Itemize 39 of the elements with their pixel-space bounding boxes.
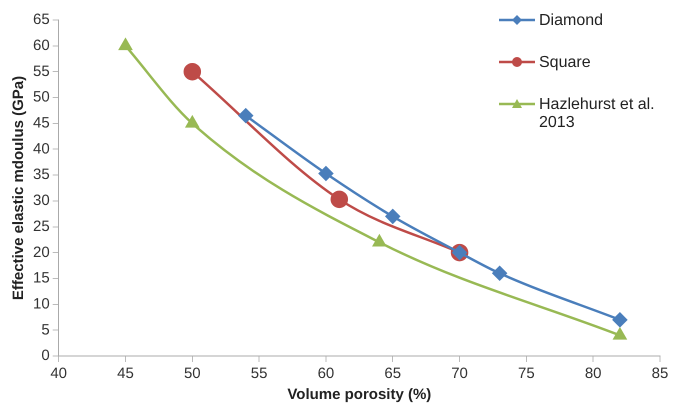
x-tick-label: 45 [117, 365, 134, 382]
point [318, 166, 334, 181]
point [613, 328, 626, 340]
y-tick-label: 65 [32, 11, 50, 28]
y-tick-label: 30 [32, 192, 50, 210]
y-tick-label: 10 [32, 295, 50, 312]
point [238, 108, 254, 123]
y-tick-label: 5 [41, 321, 50, 338]
y-tick-label: 25 [32, 218, 50, 235]
legend-label: Square [539, 54, 591, 72]
y-tick-label: 55 [32, 62, 50, 80]
y-axis-title: Effective elastic mdoulus (GPa) [10, 76, 28, 300]
point [330, 190, 348, 208]
point [184, 62, 202, 80]
point [612, 312, 628, 328]
y-tick-label: 40 [32, 140, 50, 158]
point [372, 235, 386, 247]
x-tick-label: 55 [250, 365, 268, 382]
point [492, 266, 507, 281]
y-tick-label: 60 [32, 36, 50, 54]
legend-label: Hazlehurst et al. 2013 [539, 96, 656, 132]
x-tick-label: 60 [318, 365, 334, 382]
x-tick-label: 80 [584, 365, 602, 382]
y-tick-label: 0 [41, 347, 50, 364]
x-tick-label: 65 [384, 365, 402, 382]
point [119, 38, 132, 50]
point [386, 209, 400, 224]
y-tick-label: 35 [32, 166, 50, 184]
y-tick-label: 15 [32, 270, 50, 287]
x-tick-label: 70 [451, 365, 468, 382]
x-tick-label: 85 [652, 365, 668, 382]
x-axis-title: Volume porosity (%) [287, 386, 432, 404]
x-tick-label: 50 [184, 365, 201, 382]
y-tick-label: 45 [32, 114, 50, 132]
point [186, 116, 199, 128]
x-tick-label: 75 [518, 365, 535, 382]
legend-label: Diamond [539, 12, 604, 30]
y-tick-label: 50 [32, 88, 50, 106]
y-tick-label: 20 [32, 244, 50, 261]
